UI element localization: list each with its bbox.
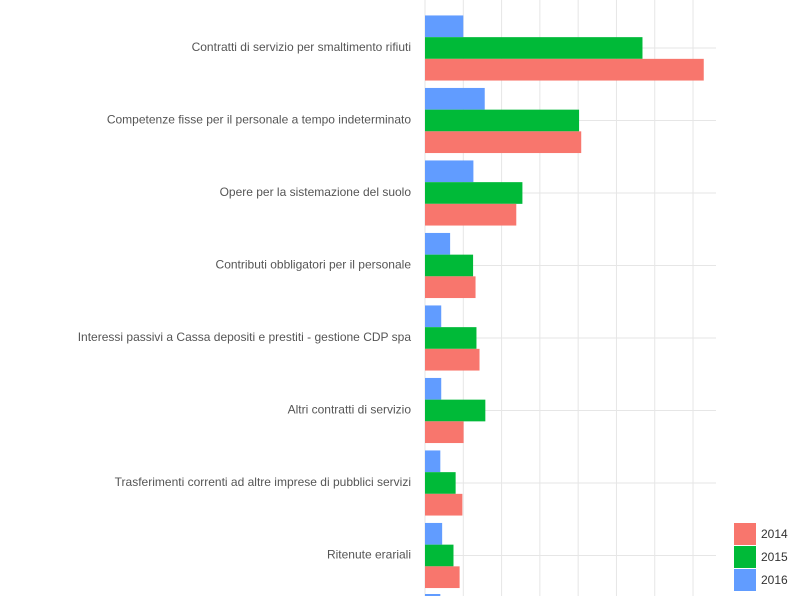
category-label-1: Competenze fisse per il personale a temp…: [107, 113, 411, 127]
category-label-7: Ritenute erariali: [327, 548, 411, 562]
bar-2016-3: [425, 232, 451, 255]
bar-2014-5: [425, 421, 464, 444]
bar-2015-0: [425, 37, 643, 59]
bar-2014-2: [425, 203, 517, 226]
category-label-0: Contratti di servizio per smaltimento ri…: [192, 40, 411, 54]
bar-2016-2: [425, 160, 474, 183]
category-label-6: Trasferimenti correnti ad altre imprese …: [115, 475, 411, 489]
bar-2015-2: [425, 182, 523, 204]
bar-2016-cutoff: [425, 594, 441, 596]
bar-2014-7: [425, 566, 460, 589]
bar-2015-6: [425, 472, 456, 494]
bar-2016-7: [425, 522, 443, 545]
bar-2014-0: [425, 58, 704, 81]
bar-2015-5: [425, 399, 486, 422]
bars: [425, 15, 704, 596]
bar-2015-1: [425, 109, 580, 132]
bar-2016-6: [425, 450, 441, 473]
legend-label-2014: 2014: [761, 527, 788, 541]
bar-2016-1: [425, 87, 485, 110]
bar-2014-4: [425, 348, 480, 371]
bar-2016-0: [425, 15, 464, 38]
legend-label-2016: 2016: [761, 573, 788, 587]
bar-2015-7: [425, 544, 454, 567]
bar-2015-4: [425, 327, 477, 349]
bar-2016-4: [425, 305, 442, 328]
legend-swatch-2014: [734, 523, 756, 545]
legend-swatch-2015: [734, 546, 756, 568]
bar-2015-3: [425, 254, 474, 277]
bar-2014-6: [425, 493, 463, 516]
category-label-5: Altri contratti di servizio: [288, 403, 412, 417]
category-label-4: Interessi passivi a Cassa depositi e pre…: [78, 330, 412, 344]
legend-label-2015: 2015: [761, 550, 788, 564]
category-labels: Contratti di servizio per smaltimento ri…: [78, 40, 412, 562]
bar-2016-5: [425, 377, 442, 400]
legend-swatch-2016: [734, 569, 756, 591]
bar-2014-1: [425, 131, 582, 154]
category-label-3: Contributi obbligatori per il personale: [216, 258, 412, 272]
category-label-2: Opere per la sistemazione del suolo: [220, 185, 412, 199]
bar-2014-3: [425, 276, 476, 299]
legend: 2014 2015 2016: [734, 523, 788, 591]
